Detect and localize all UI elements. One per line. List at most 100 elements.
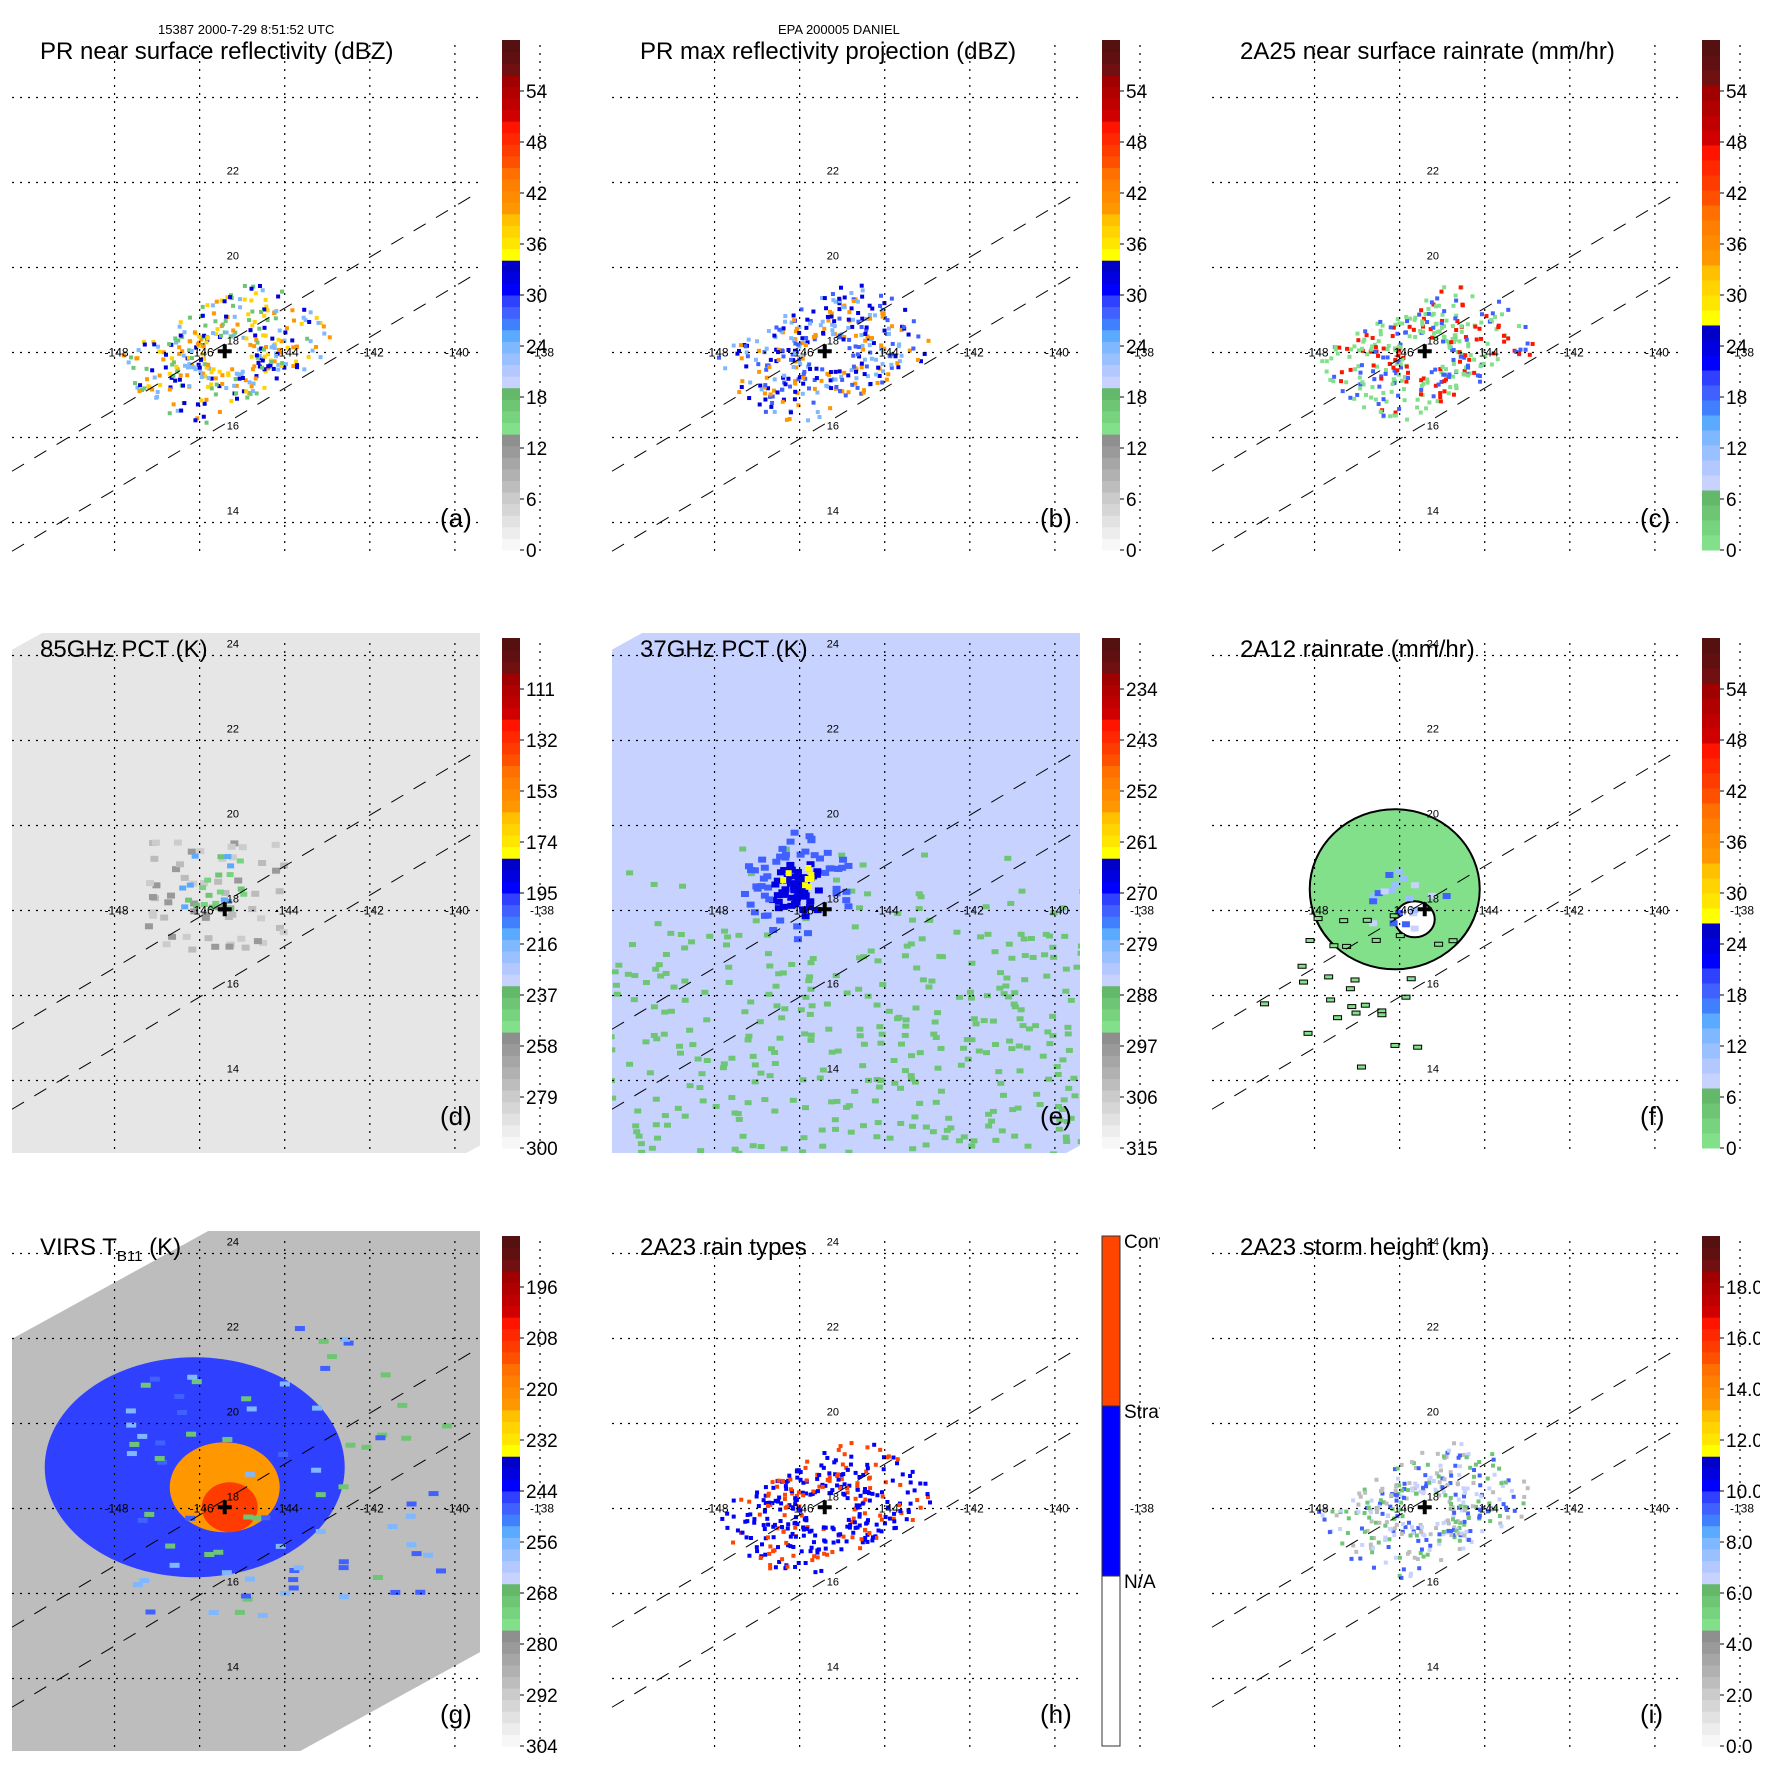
colorbar-segment [502, 1363, 520, 1376]
colorbar-segment [502, 1386, 520, 1399]
pixel [770, 394, 775, 399]
colorbar-segment [1102, 823, 1120, 836]
pixel [183, 363, 188, 368]
pixel [1423, 312, 1428, 317]
pixel [851, 1530, 856, 1535]
pixel [879, 1490, 884, 1495]
pixel [1370, 893, 1379, 900]
pixel [720, 1516, 725, 1521]
lat-tick-label: 16 [827, 1577, 839, 1589]
pixel [1046, 1041, 1054, 1047]
colorbar-tick-label: 6 [1126, 490, 1137, 511]
lat-tick-label: 24 [1427, 1237, 1439, 1249]
colorbar-tick-label: 14.0 [1726, 1380, 1760, 1401]
pixel [174, 1393, 185, 1399]
colorbar-segment [502, 1317, 520, 1330]
pixel [783, 1484, 788, 1489]
pixel [859, 862, 867, 868]
lat-tick-label: 22 [827, 166, 839, 178]
pr-swath-edge [11, 1426, 481, 1708]
pixel [1355, 392, 1360, 397]
pixel [1395, 368, 1400, 373]
pixel [1466, 1537, 1471, 1542]
pixel [1032, 1023, 1040, 1029]
colorbar-segment [1702, 1572, 1720, 1585]
pixel [1446, 1518, 1451, 1523]
pixel [1320, 359, 1325, 364]
colorbar-tick-label: 306 [1126, 1088, 1158, 1109]
pixel [343, 1340, 354, 1346]
pixel [828, 406, 833, 411]
pixel [1036, 1102, 1044, 1108]
pr-swath-edge [611, 828, 1081, 1110]
pixel [272, 359, 277, 364]
pixel [624, 971, 632, 977]
pixel [1449, 1473, 1454, 1478]
pixel [276, 362, 281, 367]
pixel [189, 348, 194, 353]
pixel [1020, 936, 1028, 942]
pixel [881, 308, 886, 313]
colorbar-segment [502, 155, 520, 168]
pixel [1504, 1505, 1509, 1510]
colorbar-segment [502, 1688, 520, 1701]
colorbar-segment [1702, 1375, 1720, 1388]
colorbar-segment [1702, 1688, 1720, 1701]
pixel [1371, 937, 1381, 943]
pixel [865, 374, 870, 379]
pixel [798, 361, 803, 366]
pixel [199, 885, 207, 891]
pixel [822, 326, 827, 331]
pixel [1405, 895, 1414, 902]
pixel [982, 1050, 990, 1056]
pixel [895, 1461, 900, 1466]
pixel [1457, 359, 1462, 364]
pixel [1383, 1538, 1388, 1543]
pixel [857, 1503, 862, 1508]
pixel [1435, 1451, 1440, 1456]
pixel [254, 374, 259, 379]
pr-swath-edge [11, 190, 481, 472]
pixel [811, 400, 816, 405]
pixel [813, 1533, 818, 1538]
pixel [814, 366, 819, 371]
pixel [798, 1508, 803, 1513]
pixel [291, 364, 296, 369]
lat-tick-label: 16 [1427, 979, 1439, 991]
pixel [736, 349, 741, 354]
pixel [387, 1524, 398, 1530]
colorbar-segment [1102, 869, 1120, 882]
pixel [881, 311, 886, 316]
pixel [229, 399, 234, 404]
pixel [202, 401, 207, 406]
pixel [842, 888, 851, 895]
pixel [754, 1494, 759, 1499]
pixel [953, 929, 961, 935]
pixel [845, 1103, 853, 1109]
pixel [869, 356, 874, 361]
pixel [792, 1521, 797, 1526]
pixel [1391, 377, 1396, 382]
pixel [1502, 339, 1507, 344]
pixel [1433, 367, 1438, 372]
pixel [1327, 1530, 1332, 1535]
pixel [213, 331, 218, 336]
pixel [769, 926, 778, 933]
pixel [1395, 933, 1405, 939]
colorbar-segment [502, 1537, 520, 1550]
pixel [689, 1042, 697, 1048]
pixel [885, 1008, 893, 1014]
pixel [142, 342, 147, 347]
pixel [674, 1105, 682, 1111]
pixel [786, 1543, 791, 1548]
pixel [838, 864, 847, 871]
colorbar-tick-label: 54 [1726, 680, 1748, 701]
pixel [773, 1498, 778, 1503]
pixel [164, 899, 173, 906]
pixel [863, 338, 868, 343]
pixel [804, 1526, 809, 1531]
pixel [831, 332, 836, 337]
pixel [241, 389, 246, 394]
pixel [1461, 1546, 1466, 1551]
lon-tick-label: -144 [875, 345, 899, 359]
